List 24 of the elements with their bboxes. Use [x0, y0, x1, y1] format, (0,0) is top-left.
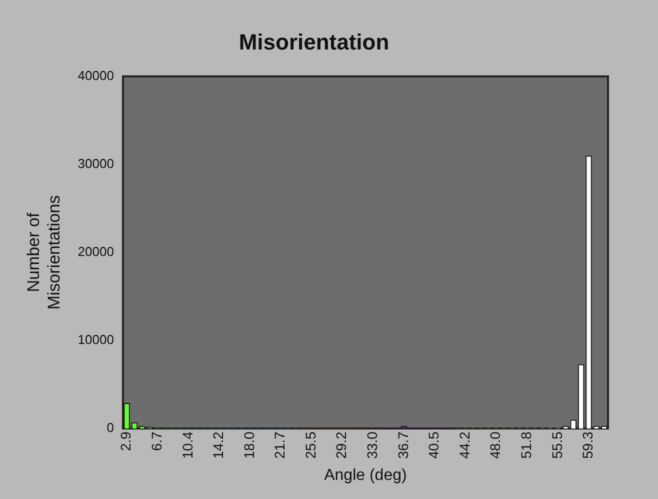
- y-tick-label: 20000: [78, 244, 114, 260]
- x-tick-label: 36.7: [394, 431, 411, 459]
- x-tick-label: 40.5: [426, 431, 442, 459]
- x-tick-label: 21.7: [272, 431, 288, 459]
- x-tick-label: 29.2: [333, 431, 350, 459]
- x-axis-title: Angle (deg): [324, 466, 407, 484]
- x-tick-label: 55.5: [548, 431, 565, 459]
- x-tick-label: 25.5: [302, 431, 318, 459]
- y-tick-label: 40000: [78, 68, 114, 83]
- x-tick-label: 51.8: [518, 431, 534, 459]
- x-tick-label: 6.7: [148, 431, 164, 452]
- x-tick-label: 59.3: [580, 431, 596, 459]
- x-tick-label: 33.0: [364, 431, 380, 459]
- x-tick-label: 44.2: [456, 431, 472, 459]
- x-tick-label: 14.2: [210, 431, 226, 459]
- y-tick-label: 30000: [78, 156, 114, 172]
- x-tick-label: 48.0: [487, 431, 504, 459]
- y-tick-label: 0: [106, 420, 114, 436]
- x-tick-label: 18.0: [240, 431, 257, 459]
- chart-title: Misorientation: [238, 29, 390, 54]
- x-tick-label: 2.9: [118, 431, 134, 452]
- y-tick-label: 10000: [78, 332, 114, 348]
- x-tick-label: 10.4: [179, 431, 196, 459]
- y-axis-title: Number of Misorientations: [24, 195, 64, 310]
